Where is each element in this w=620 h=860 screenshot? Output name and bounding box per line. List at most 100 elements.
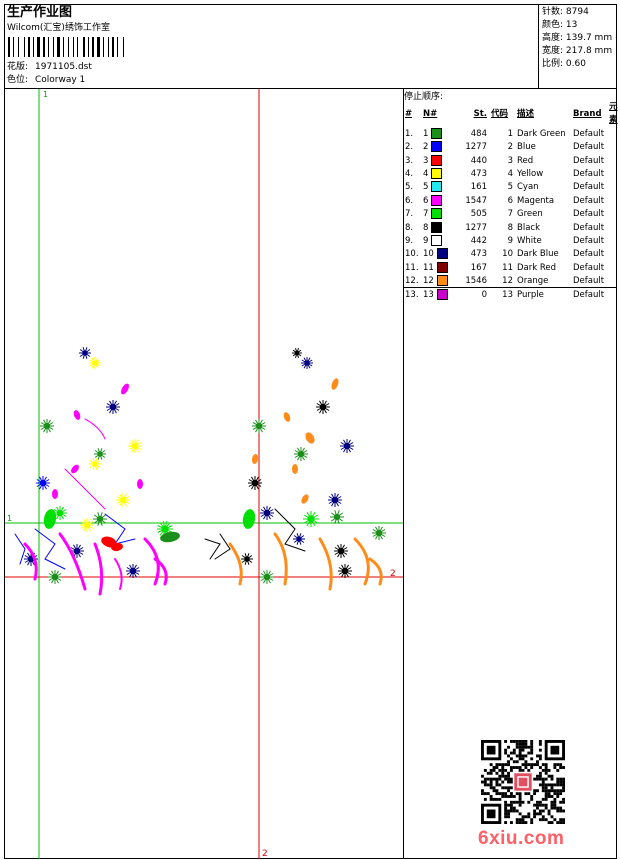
- qr-module: [518, 742, 522, 746]
- qr-module: [530, 766, 534, 769]
- color-swatch: [436, 275, 448, 287]
- qr-module: [550, 800, 554, 804]
- table-row: 11. 11 167 11 Dark Red Default: [403, 261, 620, 275]
- qr-module: [524, 766, 528, 769]
- stitch-burst: [80, 518, 94, 532]
- stitch-burst: [340, 439, 354, 453]
- row-brand: Default: [573, 289, 605, 300]
- qr-module: [553, 792, 557, 796]
- qr-module: [562, 780, 565, 784]
- qr-module: [530, 818, 534, 822]
- qr-module: [489, 768, 493, 772]
- qr-module: [536, 763, 539, 767]
- stitch-burst: [294, 447, 308, 461]
- qr-module: [541, 777, 545, 781]
- qr-module: [504, 774, 508, 778]
- qr-module: [501, 766, 505, 769]
- qr-module: [489, 771, 493, 775]
- stitch-burst: [40, 419, 54, 433]
- barcode-bar: [53, 37, 54, 57]
- qr-module: [481, 780, 484, 784]
- qr-module: [550, 806, 554, 810]
- qr-module: [556, 809, 560, 813]
- barcode-bar: [48, 37, 49, 57]
- qr-module: [538, 803, 542, 807]
- qr-module: [509, 766, 513, 769]
- row-needle: 2: [421, 141, 451, 154]
- row-stitches: 167: [470, 262, 487, 273]
- qr-module: [507, 745, 510, 749]
- row-code: 11: [502, 262, 513, 273]
- qr-module: [495, 766, 499, 769]
- qr-module: [512, 766, 516, 769]
- table-row: 3. 3 440 3 Red Default: [403, 154, 620, 168]
- row-element: [607, 208, 620, 221]
- embroidery-design: [14, 347, 386, 596]
- qr-module: [498, 777, 502, 781]
- qr-module: [492, 768, 496, 772]
- petal-shape: [71, 464, 79, 474]
- qr-module: [538, 809, 542, 813]
- qr-module: [483, 792, 487, 796]
- qr-module: [547, 768, 551, 772]
- row-code: 9: [507, 236, 513, 247]
- qr-module: [515, 792, 519, 796]
- qr-module: [550, 821, 554, 824]
- stitch-burst: [89, 458, 101, 470]
- qr-module: [559, 766, 563, 769]
- qr-module: [486, 792, 490, 796]
- row-description: Blue: [517, 142, 536, 153]
- qr-module: [515, 766, 519, 769]
- qr-module: [524, 754, 528, 758]
- qr-module: [547, 812, 551, 816]
- stitch-burst: [316, 400, 330, 414]
- qr-module: [521, 745, 525, 749]
- qr-module: [553, 800, 557, 804]
- stitch-burst: [248, 476, 262, 490]
- qr-module: [518, 740, 522, 743]
- qr-module: [533, 792, 537, 796]
- qr-module: [507, 786, 510, 790]
- qr-module: [556, 789, 560, 793]
- qr-module: [483, 777, 487, 781]
- row-brand: Default: [573, 128, 605, 139]
- table-row: 5. 5 161 5 Cyan Default: [403, 181, 620, 194]
- qr-module: [544, 786, 548, 790]
- stitch-burst: [94, 448, 106, 460]
- qr-module: [507, 763, 510, 767]
- row-description: Dark Red: [517, 262, 557, 273]
- qr-module: [556, 806, 560, 810]
- page-title: 生产作业图: [7, 5, 73, 20]
- row-brand: Default: [573, 195, 605, 206]
- qr-module: [501, 763, 505, 767]
- stat-colors: 颜色: 13: [542, 20, 578, 30]
- barcode-bar: [92, 37, 94, 57]
- petal-shape: [283, 412, 291, 422]
- qr-module: [512, 809, 516, 813]
- table-row: 8. 8 1277 8 Black Default: [403, 221, 620, 235]
- qr-module: [550, 774, 554, 778]
- row-code: 5: [507, 182, 513, 193]
- qr-module: [530, 740, 534, 743]
- stitch-burst: [293, 533, 305, 545]
- petal-shape: [121, 383, 129, 395]
- qr-module: [507, 780, 510, 784]
- col-description-header: 描述: [517, 108, 535, 119]
- qr-module: [498, 783, 502, 787]
- qr-module: [553, 766, 557, 769]
- qr-module: [536, 803, 539, 807]
- embroidery-preview: 1 1 2 2: [5, 89, 403, 859]
- qr-module: [521, 800, 525, 804]
- qr-module: [489, 795, 493, 798]
- qr-module: [495, 780, 499, 784]
- qr-module: [527, 751, 531, 755]
- barcode-bar: [37, 37, 40, 57]
- qr-module: [544, 792, 548, 796]
- qr-module: [553, 789, 557, 793]
- stat-stitches: 针数: 8794: [542, 7, 589, 17]
- row-element: [607, 248, 620, 261]
- qr-module: [533, 812, 537, 816]
- petal-shape: [305, 432, 315, 444]
- qr-module: [553, 818, 557, 822]
- row-code: 1: [507, 128, 513, 139]
